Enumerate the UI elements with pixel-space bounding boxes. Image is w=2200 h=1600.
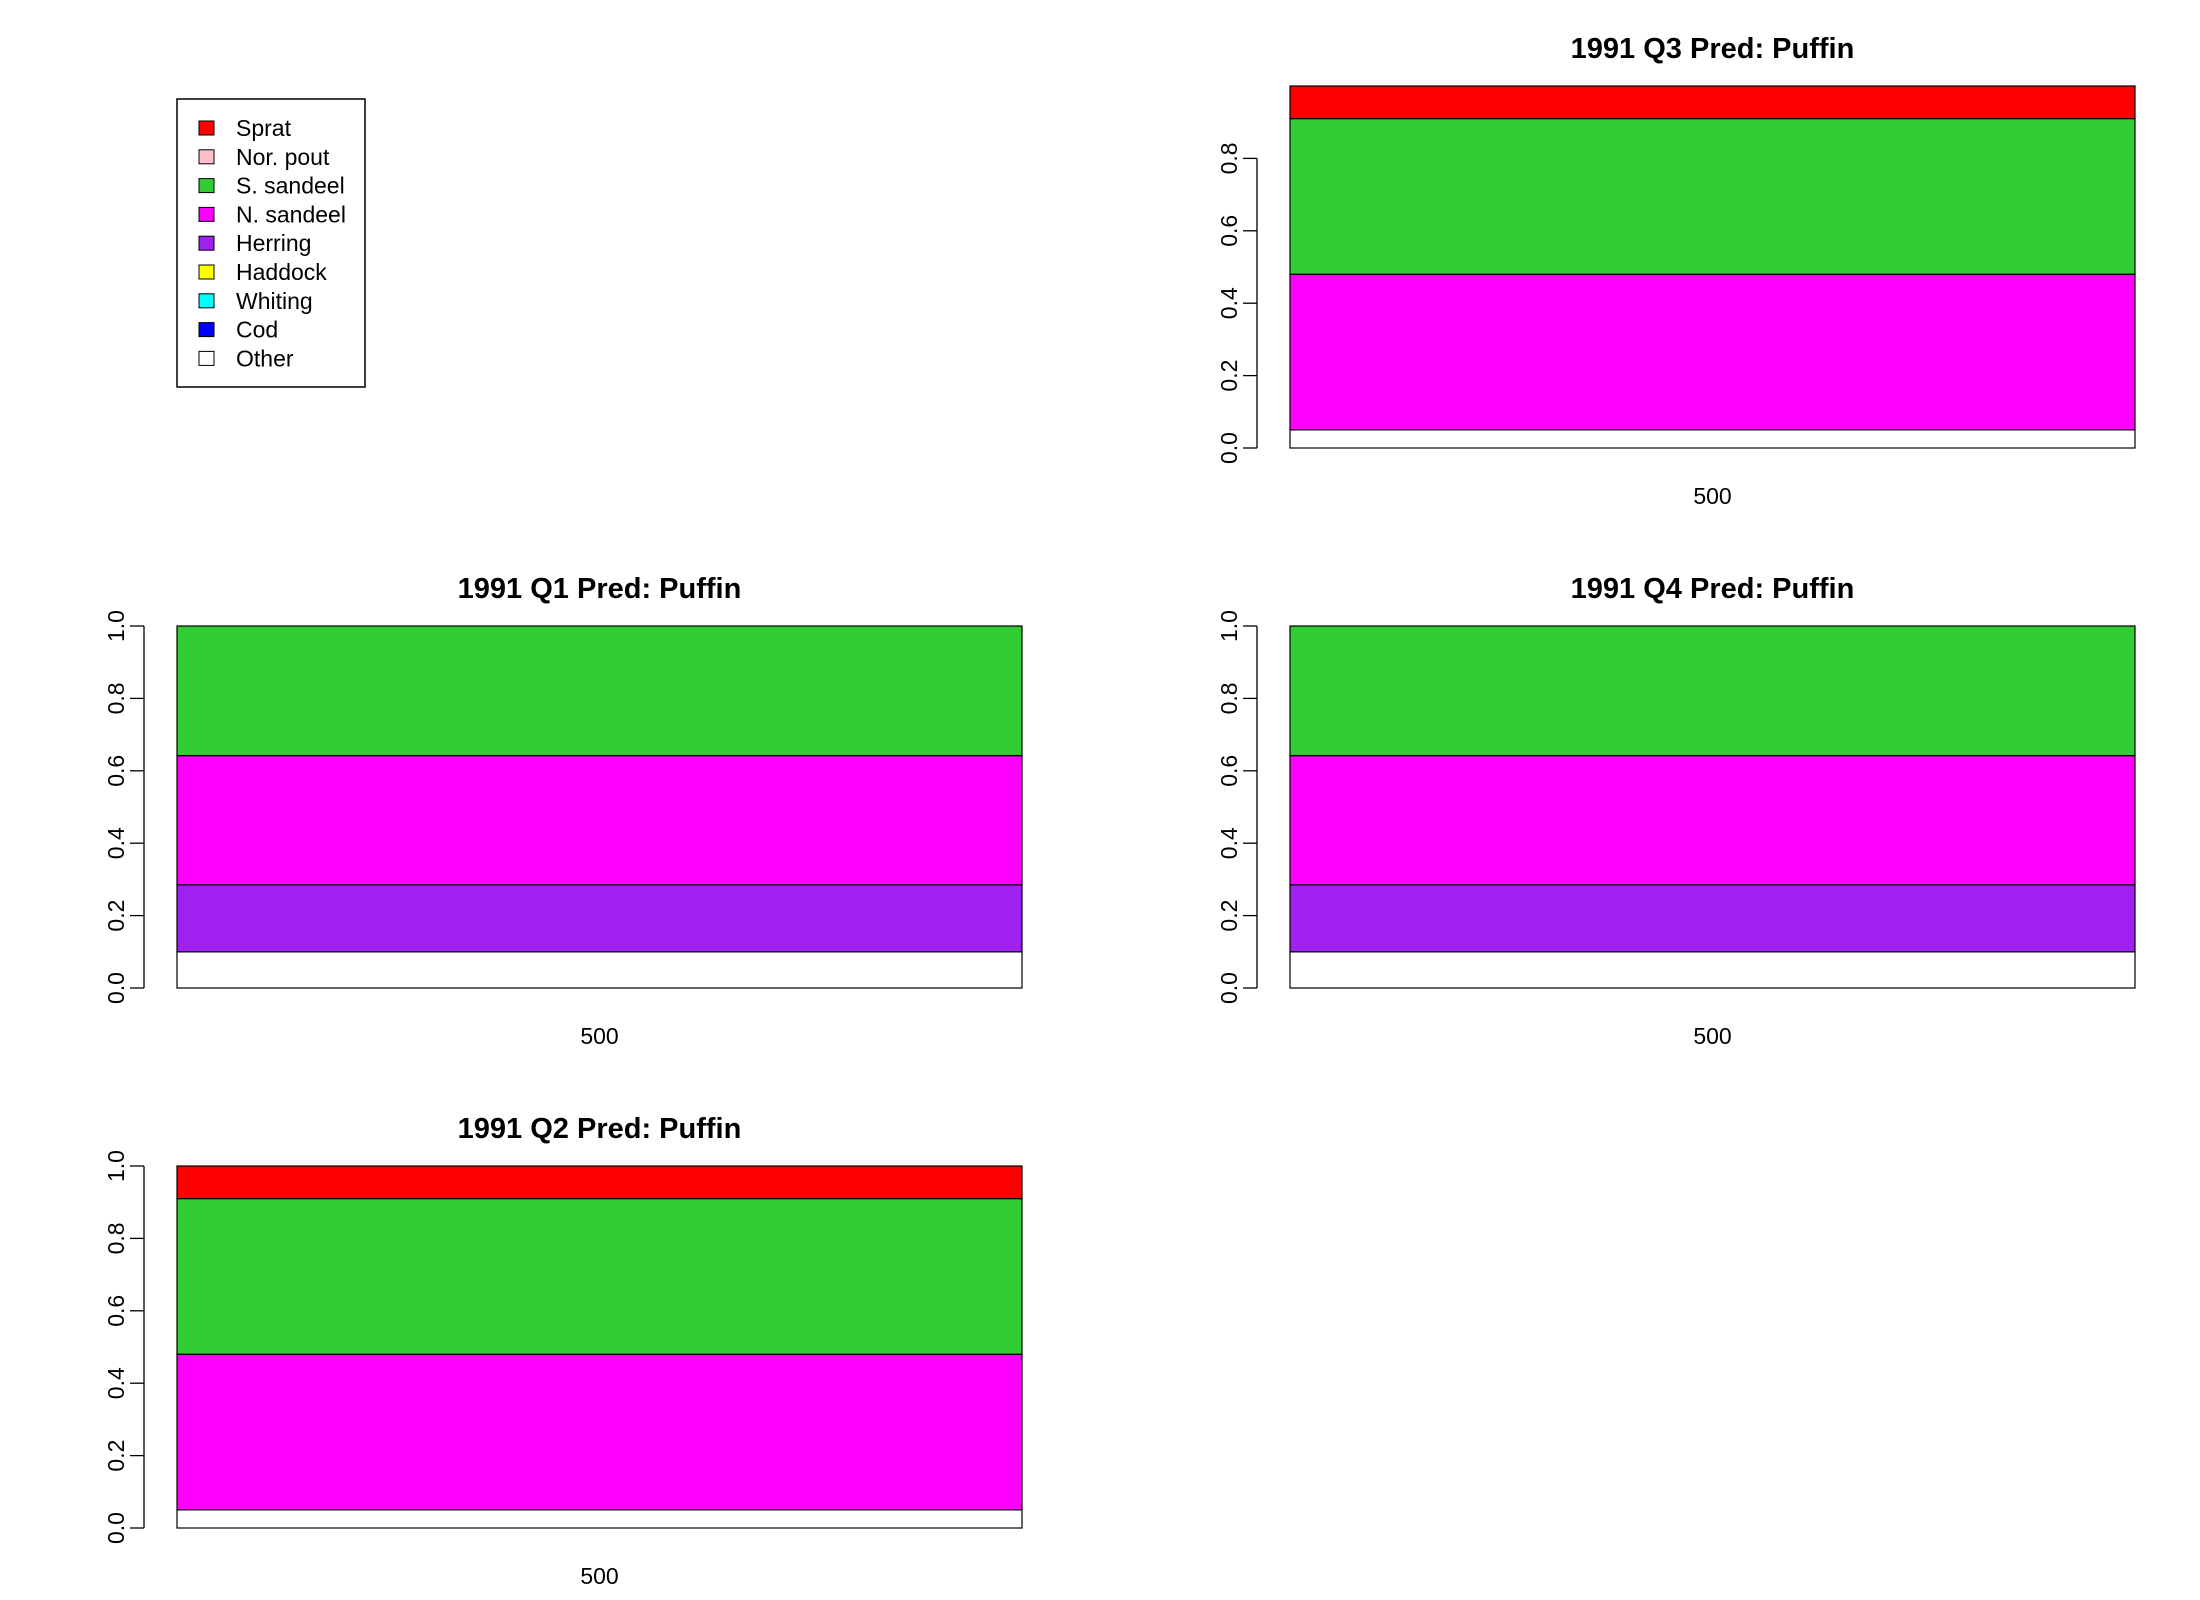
- bar-segment-s-sandeel: [176, 1197, 1023, 1355]
- legend-label-herring: Herring: [236, 230, 311, 256]
- legend-swatch-s-sandeel: [198, 178, 215, 194]
- x-category-label: 500: [1693, 1023, 1731, 1049]
- bar-segment-n-sandeel: [1289, 273, 2136, 431]
- chart-title: 1991 Q2 Pred: Puffin: [458, 1113, 742, 1145]
- x-category-label: 500: [580, 1023, 618, 1049]
- y-tick-label: 0.0: [103, 972, 129, 1004]
- legend-label-sprat: Sprat: [236, 115, 292, 141]
- legend-swatch-sprat: [198, 120, 215, 136]
- y-tick-label: 0.8: [103, 682, 129, 714]
- bar-segment-other: [1289, 429, 2136, 449]
- chart-title: 1991 Q1 Pred: Puffin: [458, 573, 742, 605]
- legend-swatch-cod: [198, 322, 215, 338]
- bar-segment-herring: [1289, 884, 2136, 953]
- y-tick-label: 0.6: [1216, 755, 1242, 787]
- legend-swatch-nor-pout: [198, 149, 215, 165]
- y-tick-label: 0.6: [103, 1295, 129, 1327]
- y-tick-label: 1.0: [103, 1150, 129, 1182]
- bar-segment-herring: [176, 884, 1023, 953]
- y-tick-label: 0.0: [1216, 972, 1242, 1004]
- legend-label-haddock: Haddock: [236, 259, 327, 285]
- bar-segment-sprat: [1289, 85, 2136, 120]
- bar-segment-sprat: [176, 1165, 1023, 1200]
- legend-swatch-whiting: [198, 293, 215, 309]
- chart-title: 1991 Q3 Pred: Puffin: [1571, 33, 1855, 65]
- y-tick-label: 0.8: [1216, 142, 1242, 174]
- bar-segment-s-sandeel: [1289, 117, 2136, 275]
- bar-segment-n-sandeel: [176, 1353, 1023, 1511]
- y-tick-label: 0.2: [1216, 360, 1242, 392]
- y-tick-label: 1.0: [103, 610, 129, 642]
- legend-swatch-n-sandeel: [198, 206, 215, 222]
- y-tick-label: 1.0: [1216, 610, 1242, 642]
- y-tick-label: 0.2: [1216, 900, 1242, 932]
- chart-panel-4: 1991 Q2 Pred: Puffin 0.0 0.2 0.4 0.6 0.8 1.0 50…: [103, 1113, 1023, 1589]
- legend-label-n-sandeel: N. sandeel: [236, 201, 346, 227]
- x-category-label: 500: [580, 1563, 618, 1589]
- y-tick-label: 0.4: [1216, 827, 1242, 859]
- legend-swatch-other: [198, 350, 215, 366]
- legend-swatch-herring: [198, 235, 215, 251]
- legend-label-whiting: Whiting: [236, 288, 313, 314]
- y-tick-label: 0.8: [1216, 682, 1242, 714]
- legend-label-other: Other: [236, 345, 294, 371]
- y-tick-label: 0.2: [103, 1440, 129, 1472]
- y-tick-label: 0.2: [103, 900, 129, 932]
- bar-segment-n-sandeel: [176, 754, 1023, 886]
- y-tick-label: 0.4: [1216, 287, 1242, 319]
- x-category-label: 500: [1693, 483, 1731, 509]
- bar-segment-other: [1289, 951, 2136, 989]
- bar-segment-n-sandeel: [1289, 754, 2136, 886]
- legend-swatch-haddock: [198, 264, 215, 280]
- bar-segment-s-sandeel: [176, 625, 1023, 757]
- chart-title: 1991 Q4 Pred: Puffin: [1571, 573, 1855, 605]
- y-tick-label: 0.0: [1216, 432, 1242, 464]
- chart-panel-3: 1991 Q4 Pred: Puffin 0.0 0.2 0.4 0.6 0.8 1.0 50…: [1216, 573, 2136, 1049]
- legend-label-nor-pout: Nor. pout: [236, 144, 330, 170]
- y-tick-label: 0.4: [103, 1367, 129, 1399]
- legend-label-s-sandeel: S. sandeel: [236, 173, 345, 199]
- bar-segment-other: [176, 951, 1023, 989]
- legend-label-cod: Cod: [236, 317, 278, 343]
- chart-panel-1: 1991 Q3 Pred: Puffin 0.0 0.2 0.4 0.6 0.8 500: [1216, 33, 2136, 509]
- bar-segment-s-sandeel: [1289, 625, 2136, 757]
- y-tick-label: 0.6: [103, 755, 129, 787]
- y-tick-label: 0.6: [1216, 215, 1242, 247]
- chart-panel-2: 1991 Q1 Pred: Puffin 0.0 0.2 0.4 0.6 0.8 1.0 50…: [103, 573, 1023, 1049]
- y-tick-label: 0.8: [103, 1222, 129, 1254]
- y-tick-label: 0.0: [103, 1512, 129, 1544]
- bar-segment-other: [176, 1509, 1023, 1529]
- y-tick-label: 0.4: [103, 827, 129, 859]
